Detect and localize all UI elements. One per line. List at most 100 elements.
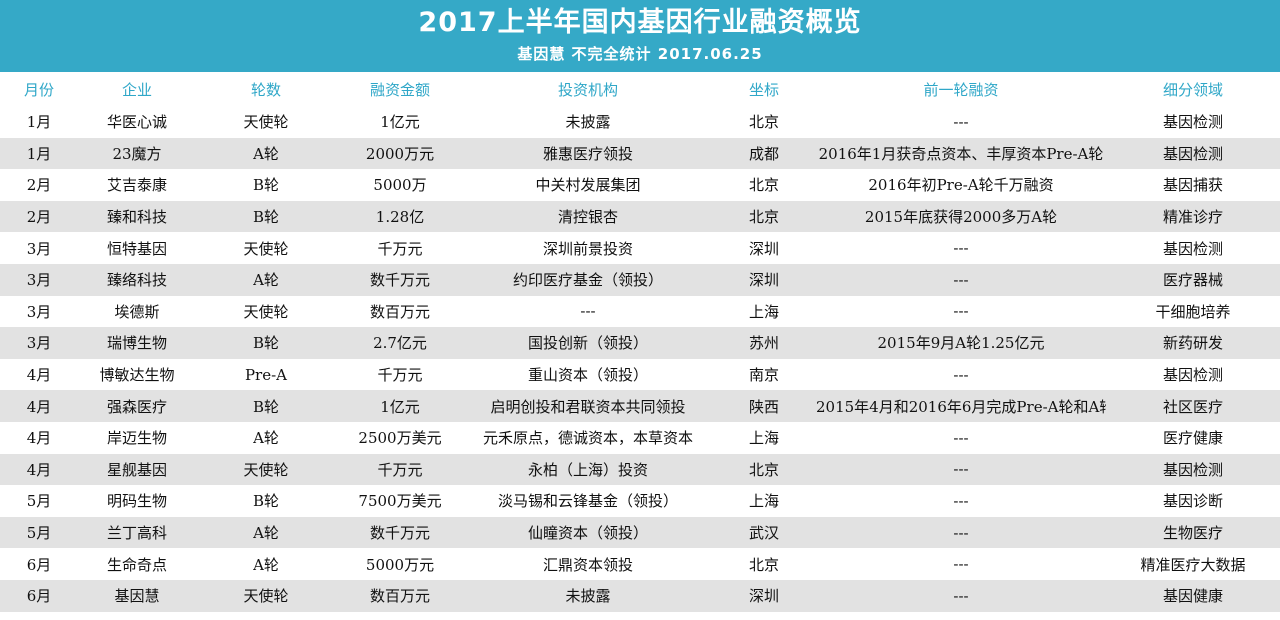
cell-field: 基因检测 xyxy=(1162,144,1223,163)
table-row: 2月 艾吉泰康 B轮 5000万 中关村发展集团 北京 2016年初Pre-A轮千万融资 基因… xyxy=(0,169,1280,201)
cell-field: 基因捕获 xyxy=(1162,176,1223,195)
cell-previous-round: --- xyxy=(953,460,969,479)
cell-field: 基因检测 xyxy=(1162,366,1223,385)
cell-month: 2月 xyxy=(26,208,52,227)
table-row: 3月 臻络科技 A轮 数千万元 约印医疗基金（领投） 深圳 --- 医疗器械 xyxy=(0,263,1280,296)
cell-amount: 5000万元 xyxy=(365,555,435,574)
cell-investor: 清控银杏 xyxy=(557,208,618,227)
cell-location: 苏州 xyxy=(748,334,779,353)
cell-location: 武汉 xyxy=(748,524,779,543)
cell-month: 5月 xyxy=(26,524,52,543)
cell-investor: 雅惠医疗领投 xyxy=(542,144,633,163)
cell-location: 深圳 xyxy=(748,587,779,606)
cell-previous-round: --- xyxy=(953,270,969,289)
cell-amount: 2500万美元 xyxy=(358,429,442,448)
cell-month: 4月 xyxy=(26,429,52,448)
cell-previous-round: 2016年1月获奇点资本、丰厚资本Pre-A轮 xyxy=(818,144,1104,163)
column-header-month: 月份 xyxy=(23,80,54,99)
cell-company: 臻络科技 xyxy=(106,271,167,290)
column-header-round: 轮数 xyxy=(250,80,281,99)
cell-amount: 7500万美元 xyxy=(358,492,442,511)
cell-investor: 深圳前景投资 xyxy=(542,239,633,258)
cell-round: 天使轮 xyxy=(243,113,289,132)
cell-company: 基因慧 xyxy=(114,587,160,606)
table-row: 1月 华医心诚 天使轮 1亿元 未披露 北京 --- 基因检测 xyxy=(0,106,1280,138)
cell-month: 3月 xyxy=(26,334,52,353)
cell-investor: --- xyxy=(580,302,596,321)
cell-month: 4月 xyxy=(26,366,52,385)
table-row: 6月 基因慧 天使轮 数百万元 未披露 深圳 --- 基因健康 xyxy=(0,579,1280,612)
cell-round: 天使轮 xyxy=(243,239,289,258)
cell-field: 新药研发 xyxy=(1162,334,1223,353)
cell-amount: 千万元 xyxy=(377,239,423,258)
cell-field: 干细胞培养 xyxy=(1155,302,1231,321)
cell-amount: 千万元 xyxy=(377,460,423,479)
cell-previous-round: 2015年9月A轮1.25亿元 xyxy=(877,334,1045,353)
cell-amount: 千万元 xyxy=(377,366,423,385)
cell-round: A轮 xyxy=(253,271,279,290)
table-row: 6月 生命奇点 A轮 5000万元 汇鼎资本领投 北京 --- 精准医疗大数据 xyxy=(0,548,1280,580)
cell-investor: 永柏（上海）投资 xyxy=(527,460,648,479)
cell-company: 恒特基因 xyxy=(106,239,167,258)
cell-location: 北京 xyxy=(748,460,779,479)
cell-location: 上海 xyxy=(748,302,779,321)
table-header-row: 月份 企业 轮数 融资金额 投资机构 坐标 前一轮融资 细分领域 xyxy=(0,72,1280,106)
cell-previous-round: --- xyxy=(953,365,969,384)
cell-amount: 1亿元 xyxy=(380,113,420,132)
cell-previous-round: --- xyxy=(953,112,969,131)
cell-investor: 未披露 xyxy=(565,113,611,132)
cell-round: A轮 xyxy=(253,144,279,163)
cell-previous-round: --- xyxy=(953,302,969,321)
cell-month: 2月 xyxy=(26,176,52,195)
cell-company: 岸迈生物 xyxy=(106,429,167,448)
cell-company: 明码生物 xyxy=(106,492,167,511)
cell-round: Pre-A xyxy=(244,365,288,384)
cell-month: 5月 xyxy=(26,492,52,511)
title-banner: 2017上半年国内基因行业融资概览 基因慧 不完全统计 2017.06.25 xyxy=(0,0,1280,72)
cell-field: 基因健康 xyxy=(1162,587,1223,606)
cell-previous-round: 2015年底获得2000多万A轮 xyxy=(864,208,1058,227)
cell-location: 南京 xyxy=(748,366,779,385)
cell-investor: 启明创投和君联资本共同领投 xyxy=(490,397,686,416)
cell-amount: 数百万元 xyxy=(369,587,430,606)
cell-field: 精准诊疗 xyxy=(1162,208,1223,227)
cell-previous-round: --- xyxy=(953,555,969,574)
cell-round: B轮 xyxy=(252,208,280,227)
cell-location: 陕西 xyxy=(748,397,779,416)
cell-month: 3月 xyxy=(26,302,52,321)
table-row: 4月 强森医疗 B轮 1亿元 启明创投和君联资本共同领投 陕西 2015年4月和2016年6… xyxy=(0,390,1280,422)
cell-month: 6月 xyxy=(26,587,52,606)
cell-previous-round: --- xyxy=(953,428,969,447)
cell-location: 北京 xyxy=(748,555,779,574)
cell-month: 4月 xyxy=(26,397,52,416)
cell-company: 强森医疗 xyxy=(106,397,167,416)
cell-month: 6月 xyxy=(26,555,52,574)
cell-round: B轮 xyxy=(252,176,280,195)
cell-round: 天使轮 xyxy=(243,460,289,479)
cell-location: 深圳 xyxy=(748,271,779,290)
cell-company: 兰丁高科 xyxy=(106,524,167,543)
cell-investor: 约印医疗基金（领投） xyxy=(512,271,663,290)
column-header-amount: 融资金额 xyxy=(369,80,430,99)
cell-field: 基因检测 xyxy=(1162,460,1223,479)
table-row: 2月 臻和科技 B轮 1.28亿 清控银杏 北京 2015年底获得2000多万A轮 精准诊疗 xyxy=(0,200,1280,233)
cell-previous-round: 2016年初Pre-A轮千万融资 xyxy=(868,176,1054,195)
cell-investor: 重山资本（领投） xyxy=(527,366,648,385)
cell-previous-round: 2015年4月和2016年6月完成Pre-A轮和A轮 xyxy=(816,397,1106,416)
cell-month: 3月 xyxy=(26,239,52,258)
cell-amount: 数千万元 xyxy=(369,271,430,290)
cell-company: 博敏达生物 xyxy=(99,366,175,385)
table-row: 5月 兰丁高科 A轮 数千万元 仙瞳资本（领投） 武汉 --- 生物医疗 xyxy=(0,516,1280,549)
cell-month: 1月 xyxy=(26,113,52,132)
cell-amount: 2000万元 xyxy=(365,144,435,163)
cell-location: 上海 xyxy=(748,492,779,511)
cell-round: 天使轮 xyxy=(243,587,289,606)
cell-amount: 数千万元 xyxy=(369,524,430,543)
cell-previous-round: --- xyxy=(953,586,969,605)
column-header-investor: 投资机构 xyxy=(557,80,618,99)
cell-company: 星舰基因 xyxy=(106,460,167,479)
table-row: 1月 23魔方 A轮 2000万元 雅惠医疗领投 成都 2016年1月获奇点资本、丰厚资本P… xyxy=(0,137,1280,170)
page-title: 2017上半年国内基因行业融资概览 xyxy=(418,7,862,38)
cell-previous-round: --- xyxy=(953,491,969,510)
cell-investor: 淡马锡和云锋基金（领投） xyxy=(497,492,678,511)
